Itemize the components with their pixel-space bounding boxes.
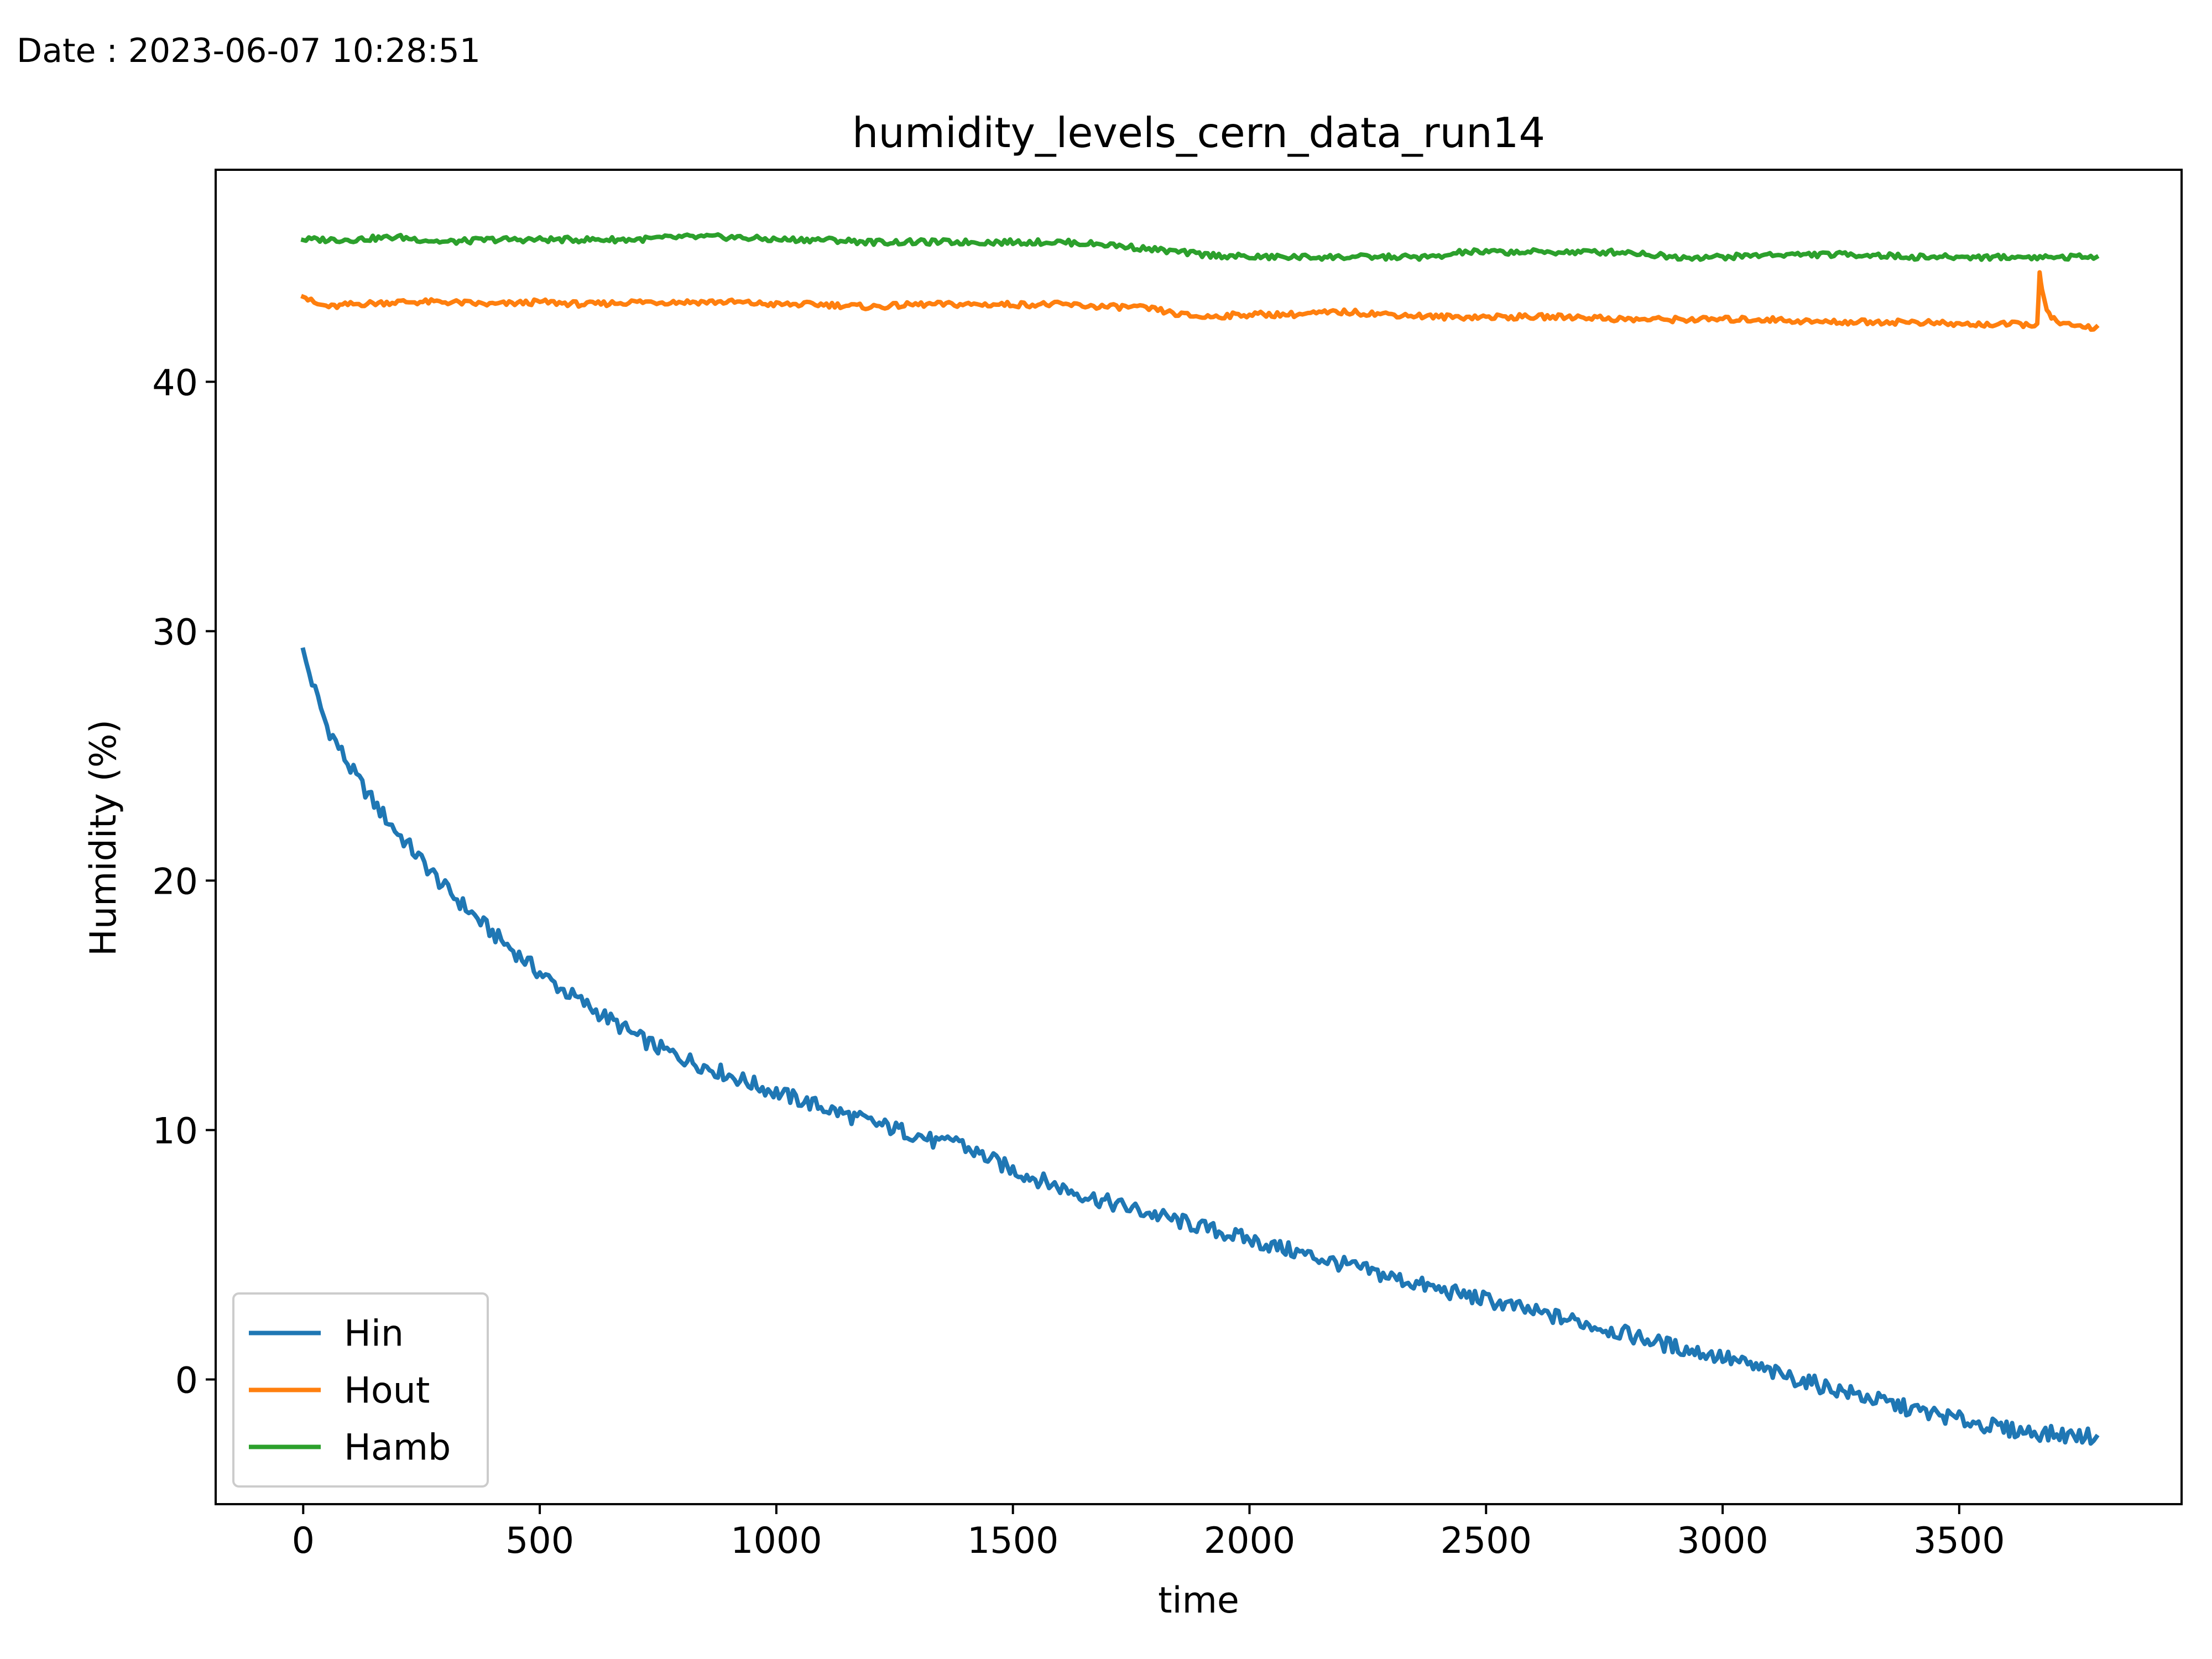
y-tick-label: 20 [152, 861, 198, 902]
y-tick-label: 40 [152, 362, 198, 404]
series-line-hamb [300, 232, 2100, 262]
y-tick-label: 30 [152, 612, 198, 653]
y-tick-label: 10 [152, 1110, 198, 1152]
legend-label-hin: Hin [344, 1313, 404, 1355]
series-line-hout [300, 270, 2100, 332]
x-tick-label: 0 [292, 1520, 315, 1562]
y-axis-ticks: 0 10 20 30 40 [152, 362, 216, 1401]
x-axis-ticks: 0 500 1000 1500 2000 2500 3000 3500 [292, 1504, 2005, 1562]
x-axis-label: time [1158, 1580, 1239, 1621]
chart-title: humidity_levels_cern_data_run14 [852, 108, 1546, 157]
x-tick-label: 3500 [1913, 1520, 2005, 1562]
legend-box [232, 1292, 489, 1488]
series-line-hin [300, 647, 2100, 1446]
x-tick-label: 2000 [1204, 1520, 1295, 1562]
date-label: Date : 2023-06-07 10:28:51 [17, 32, 481, 70]
y-tick-label: 0 [175, 1360, 198, 1401]
legend-label-hamb: Hamb [344, 1427, 451, 1469]
plot-frame [215, 169, 2183, 1505]
legend-label-hout: Hout [344, 1370, 430, 1412]
legend: Hin Hout Hamb [232, 1292, 489, 1488]
x-tick-label: 1000 [731, 1520, 822, 1562]
x-tick-label: 2500 [1441, 1520, 1532, 1562]
series-layer [300, 232, 2100, 1446]
x-tick-label: 1500 [967, 1520, 1058, 1562]
x-tick-label: 500 [505, 1520, 574, 1562]
x-tick-label: 3000 [1677, 1520, 1768, 1562]
